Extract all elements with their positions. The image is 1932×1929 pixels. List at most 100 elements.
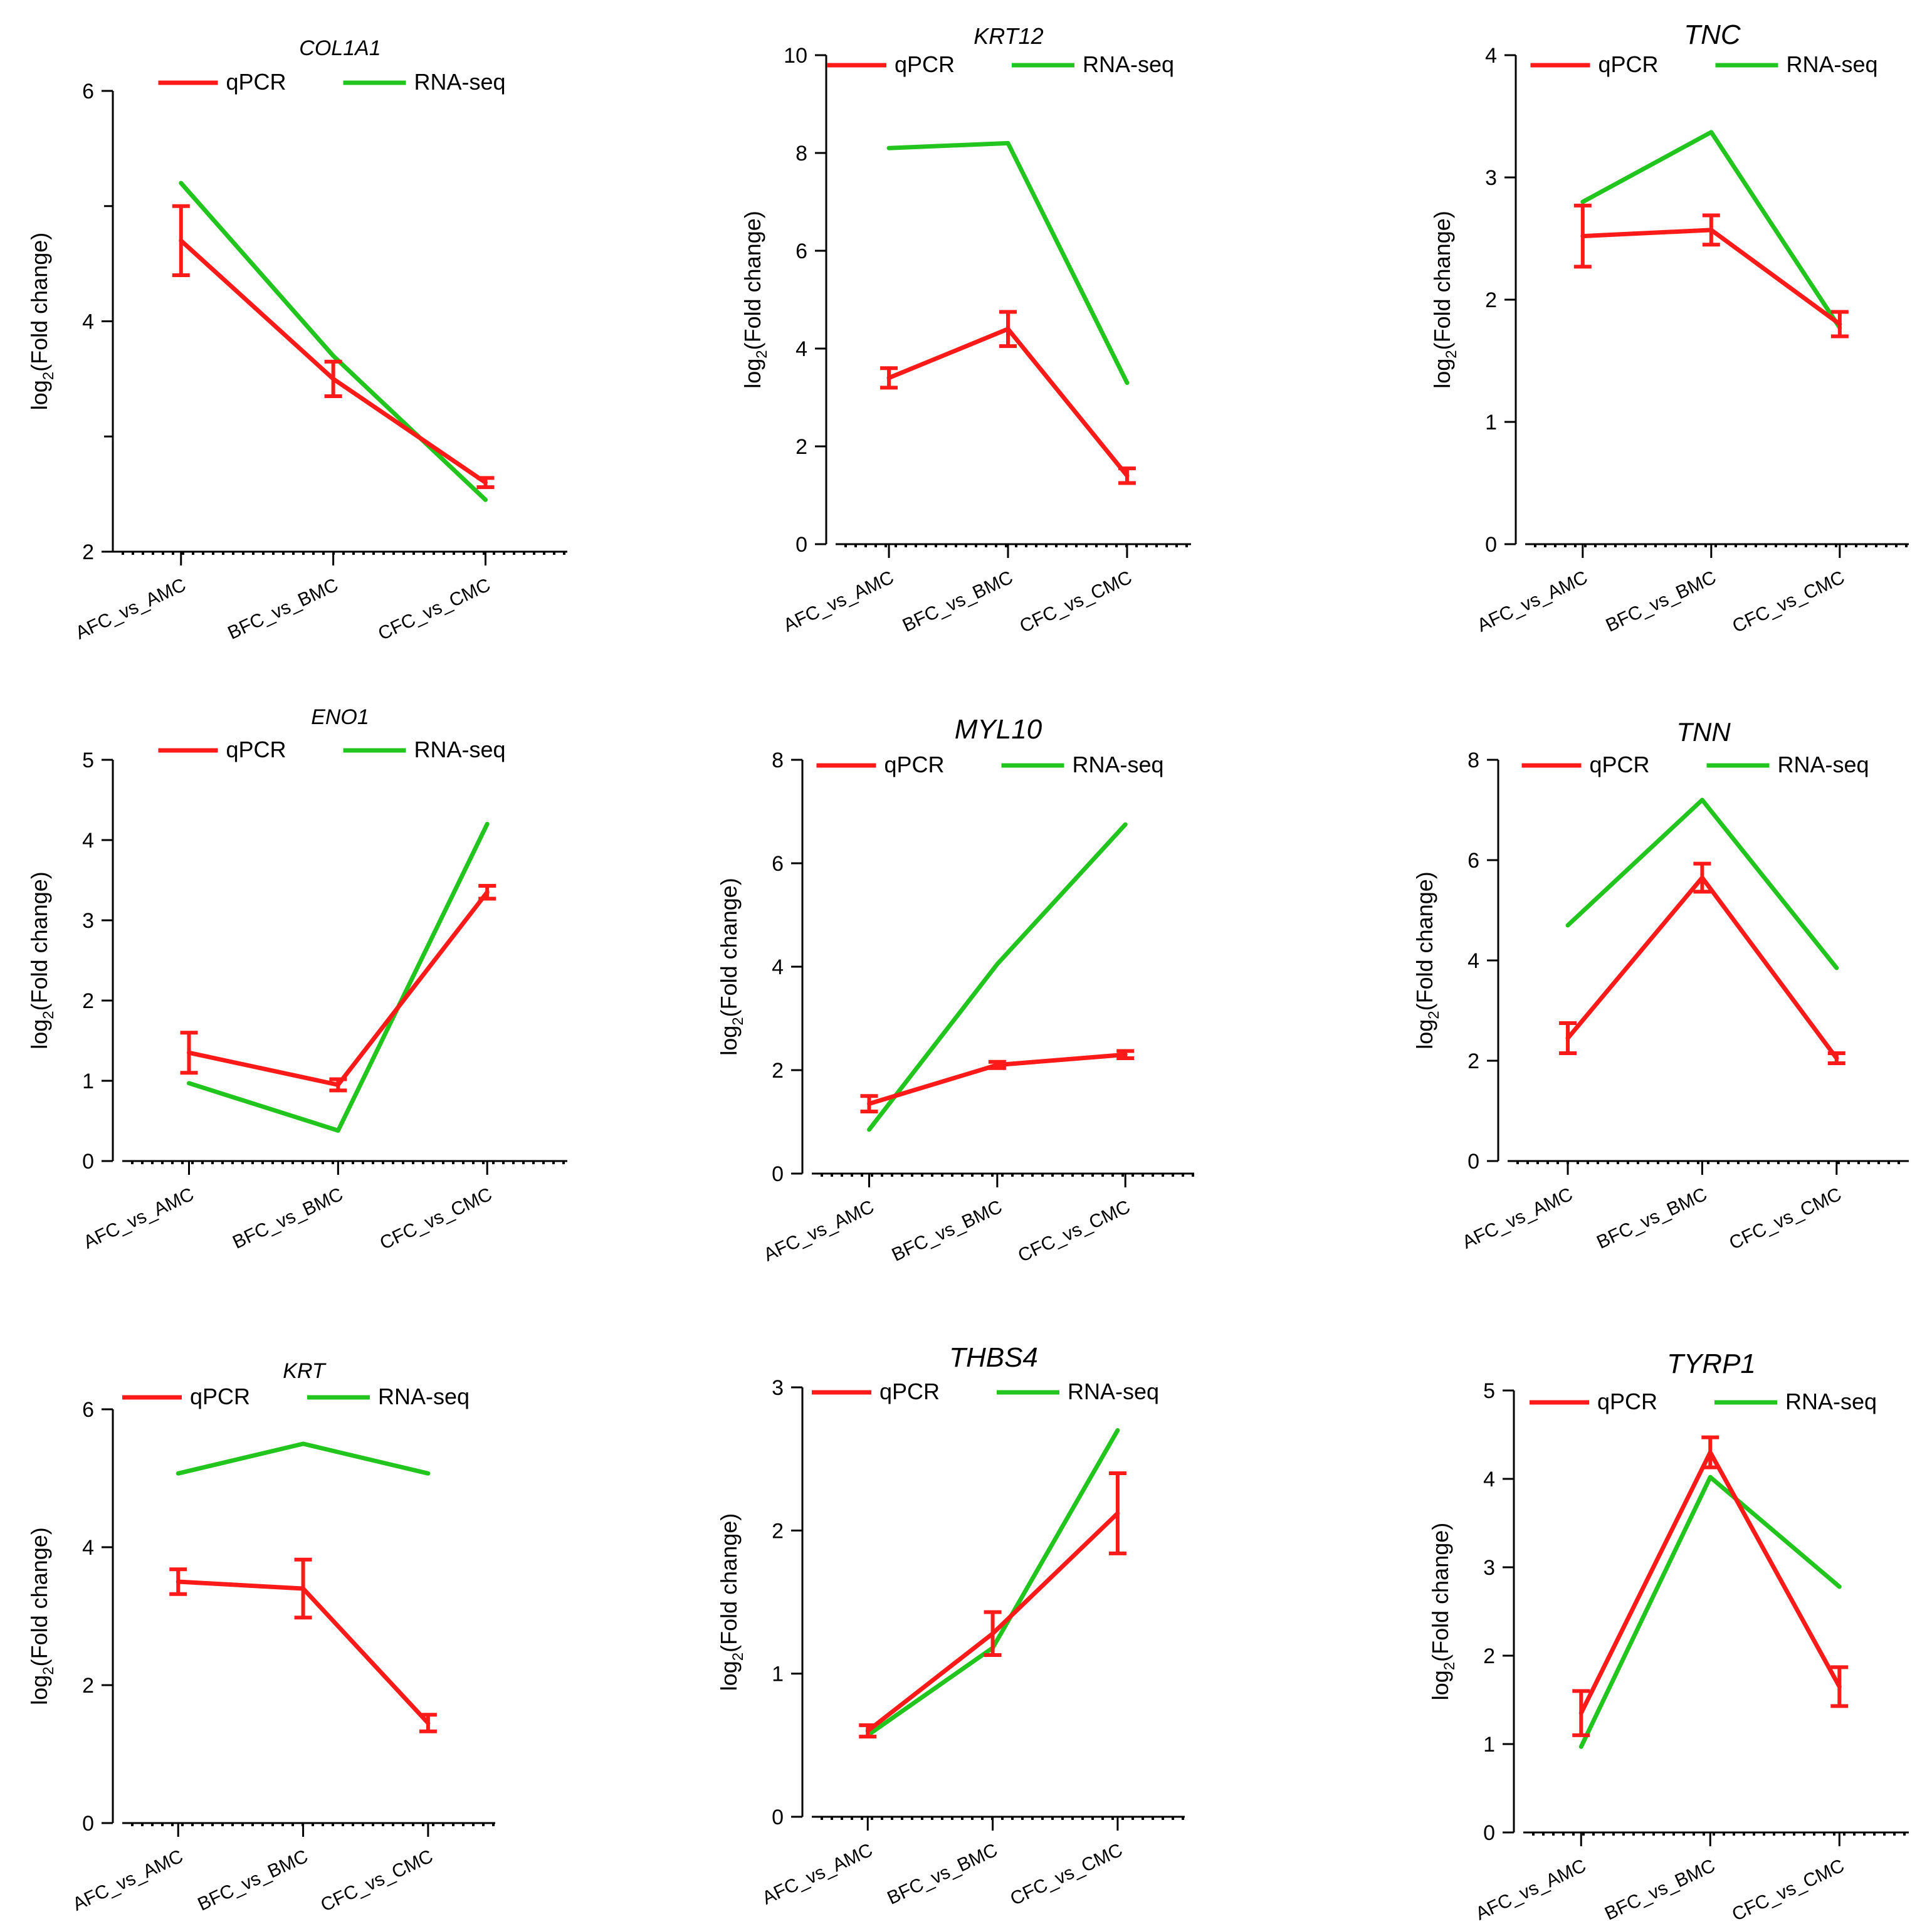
x-tick-label: AFC_vs_AMC <box>70 1846 186 1915</box>
legend-rnaseq-label: RNA-seq <box>1778 752 1869 777</box>
qpcr-series-line <box>1578 1450 1842 1716</box>
y-tick-label: 6 <box>795 239 807 263</box>
qpcr-series-line <box>187 890 490 1087</box>
y-tick-label: 0 <box>1467 1150 1479 1174</box>
x-tick-label: BFC_vs_BMC <box>1602 1855 1718 1924</box>
legend-rnaseq-label: RNA-seq <box>1083 51 1174 77</box>
chart-title: ENO1 <box>311 705 369 729</box>
x-tick-label: CFC_vs_CMC <box>375 574 493 644</box>
y-tick-label: 2 <box>1483 1644 1495 1668</box>
legend-rnaseq-label: RNA-seq <box>1785 1389 1877 1414</box>
y-axis-label-rest: (Fold change) <box>740 211 765 350</box>
x-tick-label: BFC_vs_BMC <box>900 567 1016 636</box>
legend-qpcr-label: qPCR <box>190 1384 250 1409</box>
y-tick-label: 3 <box>772 1376 784 1400</box>
rnaseq-series-line <box>176 1441 431 1476</box>
y-tick-label: 6 <box>772 852 784 876</box>
x-tick-label: BFC_vs_BMC <box>884 1839 1000 1908</box>
y-tick-label: 3 <box>82 909 94 933</box>
legend-qpcr-label: qPCR <box>879 1379 940 1404</box>
y-axis-label: log2(Fold change) <box>26 1527 57 1705</box>
x-tick-label: BFC_vs_BMC <box>229 1184 346 1253</box>
y-tick-label: 8 <box>772 749 784 772</box>
y-tick-label: 10 <box>784 44 807 68</box>
y-axis-label: log2(Fold change) <box>1429 211 1460 389</box>
y-axis-label-subscript: 2 <box>753 350 770 358</box>
x-tick-label: AFC_vs_AMC <box>1459 1184 1576 1253</box>
y-tick-label: 8 <box>795 142 807 166</box>
y-axis-label-base: log <box>716 1026 742 1056</box>
x-tick-label: CFC_vs_CMC <box>1007 1839 1126 1910</box>
y-axis-label: log2(Fold change) <box>1412 871 1442 1049</box>
y-tick-label: 8 <box>1467 749 1479 772</box>
x-tick-label: BFC_vs_BMC <box>194 1846 311 1915</box>
rnaseq-series-line <box>1580 130 1842 330</box>
chart-title: THBS4 <box>949 1342 1038 1373</box>
x-tick-label: CFC_vs_CMC <box>1015 1196 1133 1266</box>
x-tick-label: CFC_vs_CMC <box>1729 1855 1847 1925</box>
y-tick-label: 3 <box>1485 166 1497 190</box>
chart-title: TYRP1 <box>1667 1348 1756 1379</box>
chart-title: TNC <box>1684 19 1741 50</box>
y-axis-label-base: log <box>26 1019 52 1049</box>
y-tick-label: 2 <box>1467 1049 1479 1073</box>
legend-qpcr-label: qPCR <box>895 51 955 77</box>
y-tick-label: 4 <box>82 1536 94 1560</box>
x-tick-label: BFC_vs_BMC <box>889 1196 1005 1265</box>
y-axis-label-subscript: 2 <box>1425 1011 1442 1019</box>
rnaseq-series-line <box>1565 797 1839 970</box>
rnaseq-series-line <box>886 140 1130 386</box>
y-tick-label: 4 <box>1485 44 1497 68</box>
y-axis-label: log2(Fold change) <box>1427 1523 1458 1701</box>
y-axis-label-base: log <box>26 380 52 410</box>
y-axis-label-base: log <box>1412 1019 1437 1049</box>
y-tick-label: 2 <box>795 435 807 459</box>
legend-rnaseq-label: RNA-seq <box>414 69 506 95</box>
y-tick-label: 1 <box>1485 411 1497 434</box>
chart-title: KRT <box>283 1359 327 1383</box>
x-tick-label: AFC_vs_AMC <box>780 567 897 636</box>
y-tick-label: 0 <box>772 1805 784 1829</box>
y-axis-label: log2(Fold change) <box>716 1513 747 1691</box>
rnaseq-series-line <box>867 822 1128 1132</box>
y-tick-label: 6 <box>82 80 94 103</box>
y-tick-label: 2 <box>82 989 94 1013</box>
rnaseq-series-line <box>865 1428 1120 1738</box>
legend-qpcr-label: qPCR <box>885 752 945 777</box>
y-tick-label: 0 <box>1483 1821 1495 1845</box>
y-axis-label-subscript: 2 <box>40 372 57 380</box>
y-axis-label-rest: (Fold change) <box>1427 1523 1453 1662</box>
legend-rnaseq-label: RNA-seq <box>1787 51 1878 77</box>
legend-rnaseq-label: RNA-seq <box>378 1384 470 1409</box>
y-tick-label: 1 <box>82 1070 94 1093</box>
y-axis-label: log2(Fold change) <box>26 233 57 411</box>
rnaseq-series-line <box>1578 1474 1842 1749</box>
y-tick-label: 2 <box>772 1519 784 1543</box>
y-axis-label: log2(Fold change) <box>26 871 57 1049</box>
y-axis-label-rest: (Fold change) <box>716 878 742 1017</box>
y-tick-label: 0 <box>82 1150 94 1174</box>
y-tick-label: 4 <box>772 955 784 979</box>
y-tick-label: 6 <box>1467 849 1479 873</box>
rnaseq-series-line <box>187 821 490 1133</box>
y-tick-label: 2 <box>82 1674 94 1698</box>
x-tick-label: CFC_vs_CMC <box>1730 567 1848 637</box>
y-tick-label: 0 <box>772 1162 784 1186</box>
x-tick-label: CFC_vs_CMC <box>377 1184 495 1254</box>
y-axis-label-base: log <box>26 1675 52 1705</box>
qpcr-series-line <box>1565 875 1839 1061</box>
y-tick-label: 4 <box>82 829 94 853</box>
y-tick-label: 6 <box>82 1398 94 1422</box>
x-tick-label: CFC_vs_CMC <box>318 1846 436 1916</box>
legend-qpcr-label: qPCR <box>1597 1389 1657 1414</box>
y-axis-label-base: log <box>1429 359 1455 389</box>
legend-qpcr-label: qPCR <box>1599 51 1659 77</box>
x-tick-label: BFC_vs_BMC <box>224 574 341 643</box>
legend-rnaseq-label: RNA-seq <box>414 737 506 762</box>
